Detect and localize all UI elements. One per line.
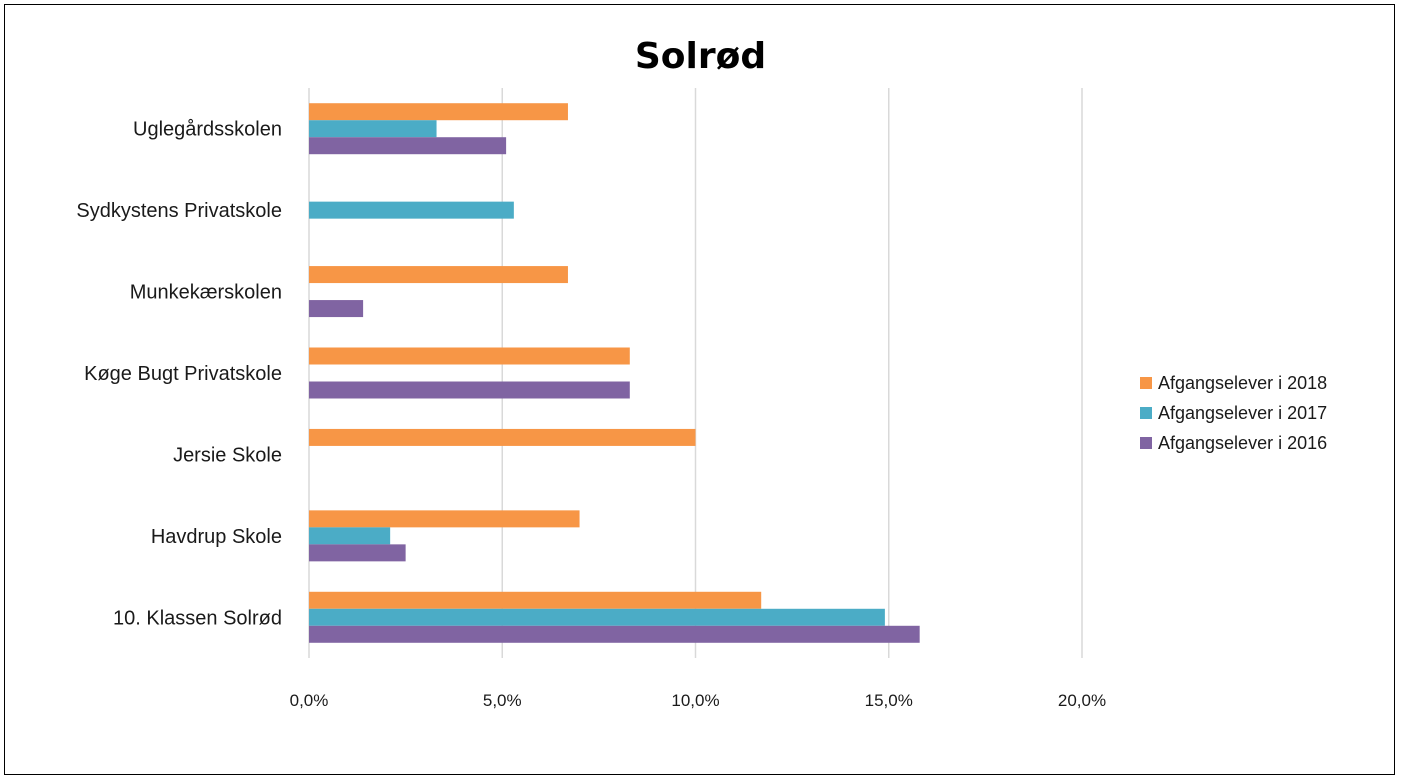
category-label: Uglegårdsskolen: [133, 119, 282, 141]
bar-6-2: [309, 625, 920, 643]
legend-swatch: [1140, 377, 1152, 389]
legend-label: Afgangselever i 2016: [1158, 432, 1328, 453]
bar-4-0: [309, 428, 696, 446]
x-tick-label: 20,0%: [1058, 691, 1106, 710]
bar-5-1: [309, 527, 391, 545]
chart-title: Solrød: [634, 36, 767, 77]
bar-6-0: [309, 591, 762, 609]
bar-3-0: [309, 347, 630, 365]
legend-swatch: [1140, 437, 1152, 449]
bar-5-2: [309, 544, 406, 562]
bar-0-0: [309, 103, 568, 121]
category-label: Sydkystens Privatskole: [76, 200, 282, 222]
chart-legend: Afgangselever i 2018 Afgangselever i 2017…: [1140, 370, 1327, 460]
legend-label: Afgangselever i 2018: [1158, 372, 1328, 393]
category-label: Køge Bugt Privatskole: [84, 363, 282, 385]
x-tick-label: 0,0%: [290, 691, 329, 710]
x-tick-label: 5,0%: [483, 691, 522, 710]
x-tick-label: 15,0%: [865, 691, 913, 710]
bar-6-1: [309, 608, 885, 626]
bar-5-0: [309, 510, 580, 528]
legend-label: Afgangselever i 2017: [1158, 402, 1328, 423]
bar-0-2: [309, 137, 507, 155]
bar-2-0: [309, 266, 568, 284]
legend-item: Afgangselever i 2018: [1140, 370, 1327, 396]
bar-3-2: [309, 381, 630, 399]
x-tick-label: 10,0%: [671, 691, 719, 710]
category-label: Havdrup Skole: [151, 526, 282, 548]
category-label: Jersie Skole: [173, 444, 282, 466]
bar-2-2: [309, 300, 364, 318]
bar-0-1: [309, 120, 437, 138]
category-label: 10. Klassen Solrød: [113, 607, 282, 629]
category-label: Munkekærskolen: [130, 282, 282, 304]
legend-swatch: [1140, 407, 1152, 419]
legend-item: Afgangselever i 2016: [1140, 430, 1327, 456]
chart-frame: [4, 4, 1395, 775]
bar-1-1: [309, 201, 514, 219]
legend-item: Afgangselever i 2017: [1140, 400, 1327, 426]
